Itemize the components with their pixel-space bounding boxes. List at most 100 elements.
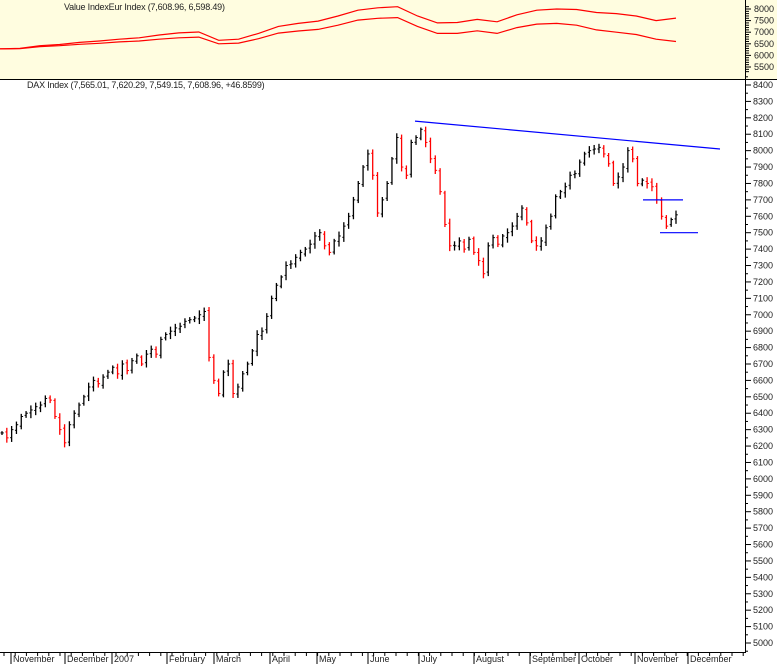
ohlc-bar xyxy=(265,313,269,334)
ohlc-bar xyxy=(63,424,67,448)
top-series-line-1 xyxy=(0,16,677,50)
month-label: July xyxy=(421,654,438,664)
main-axis-tick-label: 7500 xyxy=(753,228,773,238)
ohlc-bar xyxy=(366,149,370,171)
annotations xyxy=(414,120,721,234)
ohlc-bar xyxy=(10,426,14,442)
ohlc-bar xyxy=(332,238,336,255)
ohlc-bar xyxy=(270,295,274,319)
main-axis-tick-label: 7200 xyxy=(753,277,773,287)
ohlc-bar xyxy=(318,229,322,241)
ohlc-bar xyxy=(530,219,534,244)
ohlc-bar xyxy=(120,360,125,380)
ohlc-bar xyxy=(72,410,77,429)
ohlc-bar xyxy=(544,224,548,247)
ohlc-bar xyxy=(481,257,486,279)
main-axis-tick-label: 8400 xyxy=(753,80,773,90)
month-label: September xyxy=(532,654,576,664)
ohlc-bar xyxy=(279,275,284,289)
ohlc-bar xyxy=(578,159,582,177)
ohlc-bar xyxy=(188,317,192,324)
main-axis-tick-label: 7000 xyxy=(753,310,773,320)
main-axis-tick-label: 6400 xyxy=(753,408,773,418)
ohlc-bar xyxy=(34,402,38,416)
ohlc-bar xyxy=(303,246,308,257)
ohlc-bar xyxy=(597,143,601,154)
ohlc-bar xyxy=(82,394,86,406)
ohlc-bar xyxy=(404,165,409,180)
ohlc-bar xyxy=(400,134,404,172)
ohlc-bar xyxy=(534,236,539,251)
ohlc-bar xyxy=(164,332,168,341)
ohlc-bar xyxy=(140,355,144,367)
ohlc-bar xyxy=(207,307,211,362)
ohlc-bar xyxy=(592,144,596,155)
ohlc-bar xyxy=(260,327,264,340)
ohlc-bar xyxy=(202,307,206,321)
ohlc-bar xyxy=(169,326,173,340)
top-axis-tick-label: 6500 xyxy=(754,39,774,49)
top-panel-lines xyxy=(0,6,677,50)
ohlc-bar xyxy=(616,172,621,189)
top-panel-background xyxy=(0,0,777,79)
month-label: November xyxy=(13,654,55,664)
main-axis-tick-label: 6900 xyxy=(753,326,773,336)
main-axis-tick-label: 5800 xyxy=(753,507,773,517)
ohlc-bar xyxy=(520,205,524,221)
ohlc-bar xyxy=(173,323,178,337)
ohlc-bar xyxy=(390,156,394,185)
ohlc-bar xyxy=(645,177,649,189)
ohlc-bar xyxy=(501,234,505,248)
ohlc-bar xyxy=(125,359,129,375)
month-label: 2007 xyxy=(114,654,134,664)
ohlc-bar xyxy=(486,242,491,277)
main-axis-tick-label: 5400 xyxy=(753,572,773,582)
ohlc-bar xyxy=(327,242,332,256)
ohlc-bar xyxy=(660,197,664,220)
ohlc-bar xyxy=(250,348,255,366)
ohlc-bar xyxy=(506,228,510,243)
ohlc-bar xyxy=(573,170,577,179)
ohlc-bar xyxy=(217,378,221,397)
ohlc-bar xyxy=(48,395,52,404)
main-axis-tick-label: 8100 xyxy=(753,129,773,139)
ohlc-bar xyxy=(510,222,515,237)
main-axis-tick-label: 8000 xyxy=(753,146,773,156)
ohlc-bar xyxy=(298,249,303,262)
main-axis-tick-label: 6300 xyxy=(753,425,773,435)
main-axis-tick-label: 5200 xyxy=(753,605,773,615)
ohlc-bar xyxy=(0,431,4,435)
main-axis-tick-label: 5600 xyxy=(753,540,773,550)
month-label: August xyxy=(476,654,505,664)
ohlc-bar xyxy=(5,427,9,443)
ohlc-bar xyxy=(438,168,442,195)
ohlc-bar xyxy=(640,178,645,187)
ohlc-bar xyxy=(491,234,495,249)
ohlc-bar xyxy=(361,165,365,187)
month-label: February xyxy=(169,654,206,664)
ohlc-bar xyxy=(284,261,288,281)
ohlc-bar xyxy=(67,421,72,447)
month-label: March xyxy=(216,654,241,664)
ohlc-bar xyxy=(212,354,216,384)
main-axis-tick-label: 6500 xyxy=(753,392,773,402)
main-axis-tick-label: 7900 xyxy=(753,162,773,172)
top-series-line-0 xyxy=(0,6,677,50)
ohlc-bar xyxy=(91,376,96,392)
ohlc-bar xyxy=(674,210,678,224)
ohlc-bar xyxy=(39,401,43,413)
ohlc-bar xyxy=(183,318,187,329)
top-panel-title: Value IndexEur Index (7,608.96, 6,598.49… xyxy=(64,2,225,12)
ohlc-bar xyxy=(558,189,563,199)
main-axis-tick-label: 7100 xyxy=(753,293,773,303)
ohlc-bar xyxy=(467,236,471,251)
ohlc-bar xyxy=(106,369,110,379)
ohlc-bar xyxy=(347,212,351,229)
ohlc-bar xyxy=(43,395,48,408)
ohlc-bar xyxy=(149,345,154,358)
ohlc-bar xyxy=(419,127,423,141)
ohlc-bar xyxy=(87,382,91,402)
ohlc-bar xyxy=(14,421,19,434)
ohlc-bar xyxy=(19,413,24,430)
